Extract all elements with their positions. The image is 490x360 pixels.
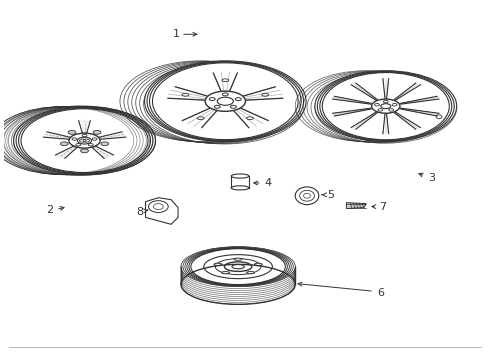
- Ellipse shape: [232, 265, 245, 269]
- Ellipse shape: [80, 149, 89, 153]
- Ellipse shape: [69, 133, 100, 148]
- Ellipse shape: [197, 117, 204, 120]
- Ellipse shape: [374, 104, 379, 106]
- Ellipse shape: [230, 105, 236, 108]
- Text: 7: 7: [379, 202, 387, 212]
- Ellipse shape: [181, 247, 295, 287]
- Ellipse shape: [82, 134, 87, 137]
- Ellipse shape: [14, 107, 155, 175]
- Ellipse shape: [77, 137, 92, 144]
- Ellipse shape: [72, 138, 77, 140]
- Ellipse shape: [381, 104, 391, 109]
- Ellipse shape: [436, 115, 442, 119]
- Ellipse shape: [231, 186, 249, 190]
- Ellipse shape: [378, 109, 383, 111]
- Ellipse shape: [371, 99, 400, 113]
- Ellipse shape: [204, 255, 272, 279]
- Ellipse shape: [205, 91, 245, 111]
- Ellipse shape: [315, 71, 457, 141]
- Text: 3: 3: [429, 173, 436, 183]
- Polygon shape: [79, 121, 90, 133]
- Ellipse shape: [246, 117, 253, 120]
- Ellipse shape: [221, 271, 229, 274]
- Ellipse shape: [93, 130, 101, 134]
- Ellipse shape: [145, 61, 306, 141]
- Ellipse shape: [182, 93, 189, 96]
- Ellipse shape: [101, 142, 109, 146]
- Ellipse shape: [295, 187, 319, 204]
- Polygon shape: [146, 198, 178, 224]
- Text: 2: 2: [47, 204, 53, 215]
- Ellipse shape: [148, 201, 168, 212]
- Ellipse shape: [231, 174, 249, 178]
- Text: 6: 6: [377, 288, 384, 298]
- Ellipse shape: [235, 98, 241, 100]
- Ellipse shape: [88, 144, 93, 146]
- Ellipse shape: [68, 130, 76, 134]
- Polygon shape: [92, 146, 114, 158]
- Ellipse shape: [217, 97, 233, 105]
- Ellipse shape: [209, 98, 215, 100]
- Ellipse shape: [234, 258, 242, 260]
- Polygon shape: [44, 132, 71, 139]
- Ellipse shape: [222, 79, 229, 82]
- Ellipse shape: [254, 263, 262, 265]
- Ellipse shape: [214, 105, 220, 108]
- Ellipse shape: [60, 142, 68, 146]
- Ellipse shape: [246, 271, 254, 274]
- Polygon shape: [55, 146, 77, 158]
- Text: 4: 4: [264, 178, 271, 188]
- Ellipse shape: [14, 107, 155, 175]
- Ellipse shape: [222, 93, 228, 96]
- Ellipse shape: [92, 138, 97, 140]
- Ellipse shape: [224, 262, 252, 271]
- Ellipse shape: [389, 109, 393, 111]
- Ellipse shape: [76, 144, 81, 146]
- Text: 5: 5: [327, 190, 334, 200]
- Ellipse shape: [262, 93, 269, 96]
- Text: 1: 1: [172, 29, 179, 39]
- Ellipse shape: [383, 100, 388, 103]
- Polygon shape: [346, 203, 366, 208]
- Ellipse shape: [392, 104, 397, 106]
- Text: 8: 8: [136, 207, 143, 216]
- Polygon shape: [98, 132, 125, 139]
- Ellipse shape: [214, 263, 222, 265]
